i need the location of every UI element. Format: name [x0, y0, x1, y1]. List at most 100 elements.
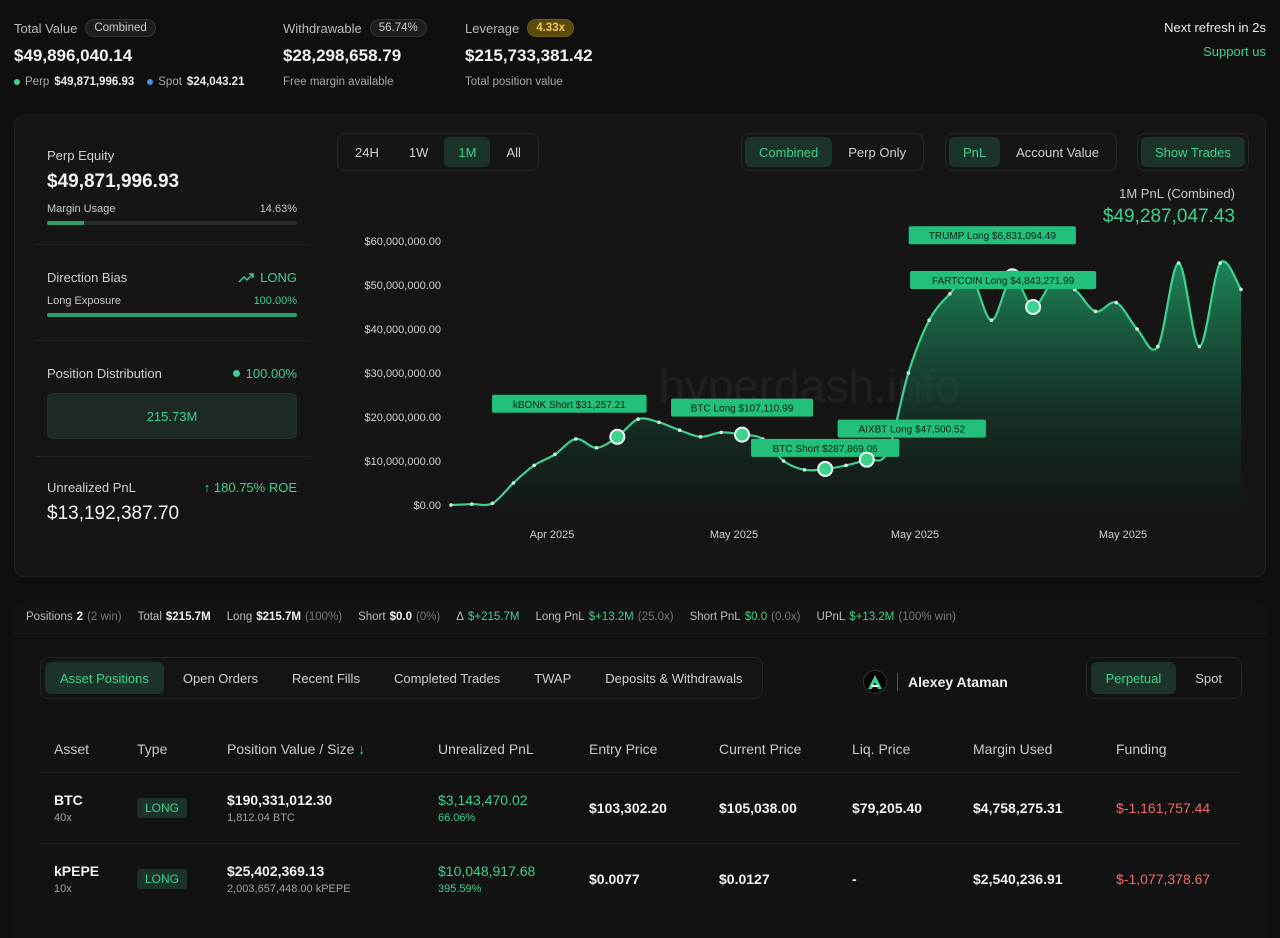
leverage-badge: 4.33x [527, 19, 574, 37]
short-value: $0.0 [389, 610, 412, 623]
upnl-cell: $3,143,470.02 [438, 791, 528, 808]
data-point [1114, 300, 1119, 305]
trade-marker [817, 460, 834, 477]
mode-combined[interactable]: Combined [745, 137, 833, 167]
short-label: Short [358, 610, 386, 623]
col-type[interactable]: Type [137, 740, 168, 757]
perp-label: Perp [25, 76, 50, 88]
mode-toggle: Combined Perp Only [741, 133, 925, 171]
combined-badge: Combined [85, 19, 156, 37]
mode-perp-only[interactable]: Perp Only [848, 144, 907, 160]
timeframe-1m[interactable]: 1M [444, 137, 491, 167]
divider [35, 456, 311, 457]
col-current-price[interactable]: Current Price [719, 740, 802, 757]
user-logo-icon [863, 670, 887, 694]
show-trades-wrap: Show Trades [1137, 133, 1249, 171]
positions-panel: Asset Positions Open Orders Recent Fills… [14, 634, 1266, 938]
col-margin-used[interactable]: Margin Used [973, 740, 1053, 757]
perp-equity-value: $49,871,996.93 [47, 171, 180, 192]
trade-label: BTC Short $287,869.06 [773, 444, 879, 455]
timeframe-1w[interactable]: 1W [408, 144, 429, 160]
total-label: Total [137, 610, 162, 623]
tab-deposits-withdrawals[interactable]: Deposits & Withdrawals [605, 670, 743, 686]
entry-price: $0.0077 [575, 842, 705, 914]
col-entry-price[interactable]: Entry Price [589, 740, 658, 757]
data-point [1156, 344, 1160, 349]
margin-used: $2,540,236.91 [959, 842, 1102, 914]
data-point [989, 318, 994, 322]
tab-recent-fills[interactable]: Recent Fills [292, 670, 360, 686]
total-value-stat: Total Value Combined $49,896,040.14 Perp … [14, 18, 244, 88]
position-value-sub: Total position value [465, 76, 563, 88]
data-point [906, 371, 911, 375]
tab-asset-positions[interactable]: Asset Positions [45, 662, 164, 694]
upnl-label: Unrealized PnL [47, 480, 136, 495]
col-funding[interactable]: Funding [1116, 740, 1167, 757]
timeframe-24h[interactable]: 24H [355, 144, 379, 160]
data-point [594, 446, 599, 450]
positions-win: (2 win) [87, 610, 122, 623]
upnl-win: (100% win) [898, 610, 956, 623]
withdrawable-value: $28,298,658.79 [283, 46, 402, 65]
trade-label-box [910, 271, 1097, 289]
timeframe-all[interactable]: All [506, 144, 521, 160]
market-type-tabs: Perpetual Spot [1085, 657, 1242, 699]
metric-pnl[interactable]: PnL [949, 137, 1001, 167]
table-row[interactable]: BTC 40x LONG $190,331,012.30 1,812.04 BTC … [40, 771, 1240, 843]
spot-dot-icon [147, 79, 154, 85]
upnl-strip-value: $+13.2M [849, 610, 895, 623]
col-liq-price[interactable]: Liq. Price [852, 740, 911, 757]
support-link[interactable]: Support us [1203, 44, 1266, 59]
data-point [1197, 344, 1202, 349]
user-badge[interactable]: Alexey Ataman [863, 670, 1008, 694]
trade-label: BTC Long $107,110.99 [691, 404, 794, 415]
col-asset[interactable]: Asset [54, 740, 90, 757]
data-point [719, 430, 724, 435]
type-badge: LONG [137, 868, 188, 889]
data-point [1176, 261, 1181, 265]
tab-completed-trades[interactable]: Completed Trades [393, 670, 501, 686]
distribution-dot-icon [232, 370, 240, 377]
data-point [677, 428, 682, 433]
col-position-value[interactable]: Position Value / Size ↓ [213, 726, 424, 772]
spot-value: $24,043.21 [186, 76, 245, 88]
data-point [469, 502, 474, 506]
show-trades-button[interactable]: Show Trades [1141, 137, 1245, 167]
tab-spot[interactable]: Spot [1195, 670, 1222, 686]
table-row[interactable]: kPEPE 10x LONG $25,402,369.13 2,003,657,44… [40, 842, 1240, 914]
distribution-block[interactable]: 215.73M [47, 393, 297, 439]
tab-twap[interactable]: TWAP [534, 670, 572, 686]
chart-card: Perp Equity $49,871,996.93 Margin Usage 1… [14, 115, 1266, 577]
y-tick-label: $20,000,000.00 [365, 412, 441, 424]
positions-label: Positions [26, 610, 73, 623]
margin-usage-label: Margin Usage [47, 203, 116, 215]
position-size: 1,812.04 BTC [227, 811, 295, 824]
y-tick-label: $10,000,000.00 [365, 456, 441, 468]
y-tick-label: $30,000,000.00 [365, 368, 441, 380]
trend-up-icon [238, 272, 254, 283]
data-point [948, 292, 952, 296]
timeframe-selector: 24H 1W 1M All [337, 133, 539, 171]
trade-label-box [671, 398, 814, 417]
leverage-stat: Leverage 4.33x $215,733,381.42 Total posi… [465, 18, 593, 88]
data-point [844, 463, 848, 468]
funding: $-1,161,757.44 [1102, 771, 1240, 843]
x-tick-label: May 2025 [1099, 529, 1147, 541]
direction-value: LONG [260, 270, 297, 285]
pnl-chart[interactable]: hyperdash.info$0.00$10,000,000.00$20,000… [15, 116, 1265, 576]
long-pnl-label: Long PnL [535, 610, 585, 623]
margin-used: $4,758,275.31 [959, 771, 1102, 843]
direction-section: Direction Bias LONG Long Exposure 100.00% [47, 270, 297, 317]
positions-summary-strip: Positions 2 (2 win) Total $215.7M Long $215.… [14, 600, 1266, 634]
spot-label: Spot [158, 76, 182, 88]
refresh-countdown: Next refresh in 2s [1164, 20, 1266, 35]
tab-perpetual[interactable]: Perpetual [1090, 662, 1177, 694]
leverage-label: Leverage [465, 20, 520, 36]
upnl-section: Unrealized PnL ↑ 180.75% ROE $13,192,387… [47, 480, 297, 525]
metric-account-value[interactable]: Account Value [1016, 144, 1100, 160]
col-upnl[interactable]: Unrealized PnL [438, 740, 534, 757]
data-point [1218, 261, 1223, 265]
upnl-strip-label: UPnL [816, 610, 846, 623]
tab-open-orders[interactable]: Open Orders [182, 670, 259, 686]
long-pct: (100%) [305, 610, 343, 623]
